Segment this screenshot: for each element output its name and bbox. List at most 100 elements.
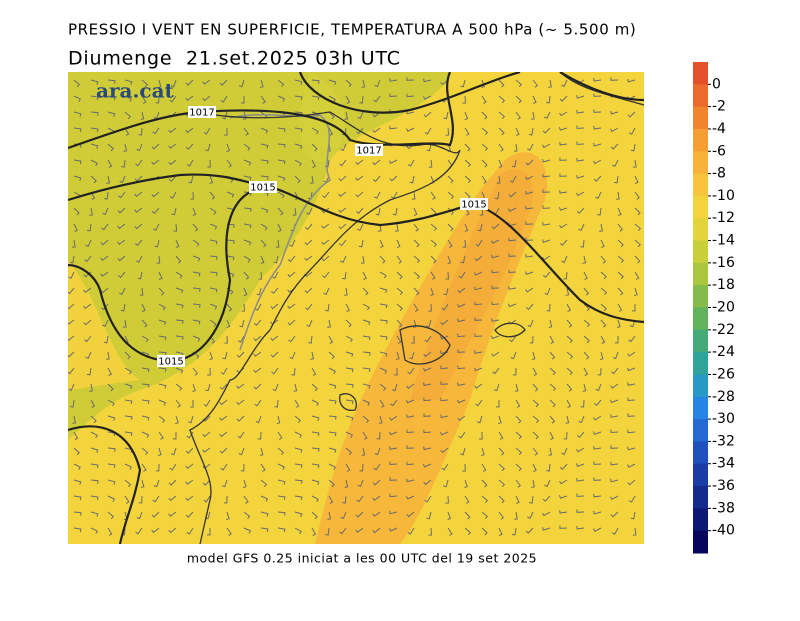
wind-barb: [155, 463, 160, 472]
wind-barb: [600, 239, 605, 249]
wind-barb: [124, 95, 132, 102]
wind-barb: [141, 415, 150, 421]
wind-barb: [253, 383, 262, 390]
wind-barb: [124, 351, 131, 360]
wind-barb: [68, 287, 75, 295]
wind-barb: [583, 351, 590, 360]
wind-barb: [311, 143, 318, 152]
wind-barb: [599, 223, 603, 232]
wind-barb: [627, 463, 636, 468]
wind-barb: [396, 255, 402, 264]
wind-barb: [600, 271, 607, 280]
wind-barb: [630, 511, 636, 520]
wind-barb: [361, 79, 366, 88]
wind-barb: [559, 189, 568, 194]
wind-barb: [192, 287, 201, 292]
wind-barb: [515, 431, 522, 440]
wind-barb: [124, 479, 132, 488]
wind-barb: [294, 95, 303, 100]
wind-barb: [277, 431, 283, 440]
wind-barb: [224, 127, 228, 136]
wind-barb: [464, 527, 472, 536]
wind-barb: [512, 367, 517, 376]
wind-barb: [355, 511, 364, 518]
wind-barb: [202, 431, 211, 438]
wind-barb: [379, 303, 388, 309]
wind-barb: [321, 207, 330, 214]
wind-barb: [100, 303, 109, 311]
wind-barb: [460, 447, 466, 456]
wind-barb: [428, 303, 432, 312]
wind-barb: [389, 510, 398, 515]
wind-barb: [260, 207, 269, 214]
wind-barb: [634, 287, 638, 296]
wind-barb: [294, 495, 303, 501]
wind-barb: [304, 223, 313, 231]
wind-barb: [89, 383, 93, 392]
island-mallorca: [399, 325, 451, 365]
wind-barb: [84, 335, 92, 343]
wind-barb: [411, 191, 416, 200]
wind-barb: [277, 479, 286, 485]
wind-barb: [168, 511, 177, 517]
wind-barb: [430, 191, 436, 200]
wind-barb: [338, 239, 347, 247]
wind-barb: [510, 351, 517, 360]
wind-barb: [124, 431, 133, 436]
wind-barb: [464, 495, 470, 504]
wind-barb: [457, 287, 466, 294]
wind-barb: [158, 319, 167, 326]
wind-barb: [441, 303, 449, 311]
wind-barb: [600, 335, 606, 344]
wind-barb: [243, 511, 251, 519]
wind-barb: [102, 319, 109, 327]
wind-barb: [576, 125, 585, 129]
wind-barb: [134, 191, 143, 198]
wind-barb: [136, 511, 143, 520]
wind-barb: [559, 479, 568, 485]
wind-barb: [209, 207, 217, 215]
wind-barb: [515, 479, 522, 488]
wind-barb: [610, 429, 619, 434]
wind-barb: [423, 382, 432, 386]
wind-barb: [151, 207, 160, 215]
wind-barb: [549, 367, 556, 376]
wind-barb: [379, 351, 388, 357]
wind-barb: [107, 367, 112, 376]
wind-barb: [610, 414, 619, 418]
wind-barb: [226, 159, 233, 168]
wind-barb: [168, 175, 177, 182]
wind-barb: [542, 222, 551, 226]
wind-barb: [582, 255, 587, 264]
wind-barb: [90, 191, 96, 200]
colorbar-tick-label: -34: [712, 456, 735, 472]
wind-barb: [634, 191, 640, 200]
wind-barb: [277, 511, 286, 516]
colorbar-band: [693, 62, 708, 85]
wind-barb: [583, 319, 591, 328]
wind-barb: [168, 159, 177, 166]
wind-barb: [525, 254, 534, 258]
wind-barb: [514, 511, 518, 520]
wind-barb: [294, 79, 303, 85]
wind-barb: [140, 111, 145, 120]
wind-barb: [610, 478, 619, 483]
wind-barb: [226, 239, 235, 244]
wind-barb: [464, 223, 469, 232]
wind-barb: [542, 205, 551, 209]
wind-barb: [423, 479, 432, 486]
wind-barb: [563, 431, 568, 440]
wind-barb: [566, 351, 574, 360]
wind-barb: [542, 158, 551, 163]
wind-barb: [559, 239, 568, 246]
wind-barb: [311, 399, 319, 407]
wind-barb: [203, 399, 211, 407]
wind-barb: [224, 335, 228, 344]
colorbar-tick-label: -8: [712, 166, 726, 182]
wind-barb: [491, 223, 500, 230]
wind-barb: [72, 239, 76, 248]
colorbar-band: [693, 307, 708, 331]
wind-barb: [168, 527, 177, 534]
wind-barb: [209, 239, 218, 245]
